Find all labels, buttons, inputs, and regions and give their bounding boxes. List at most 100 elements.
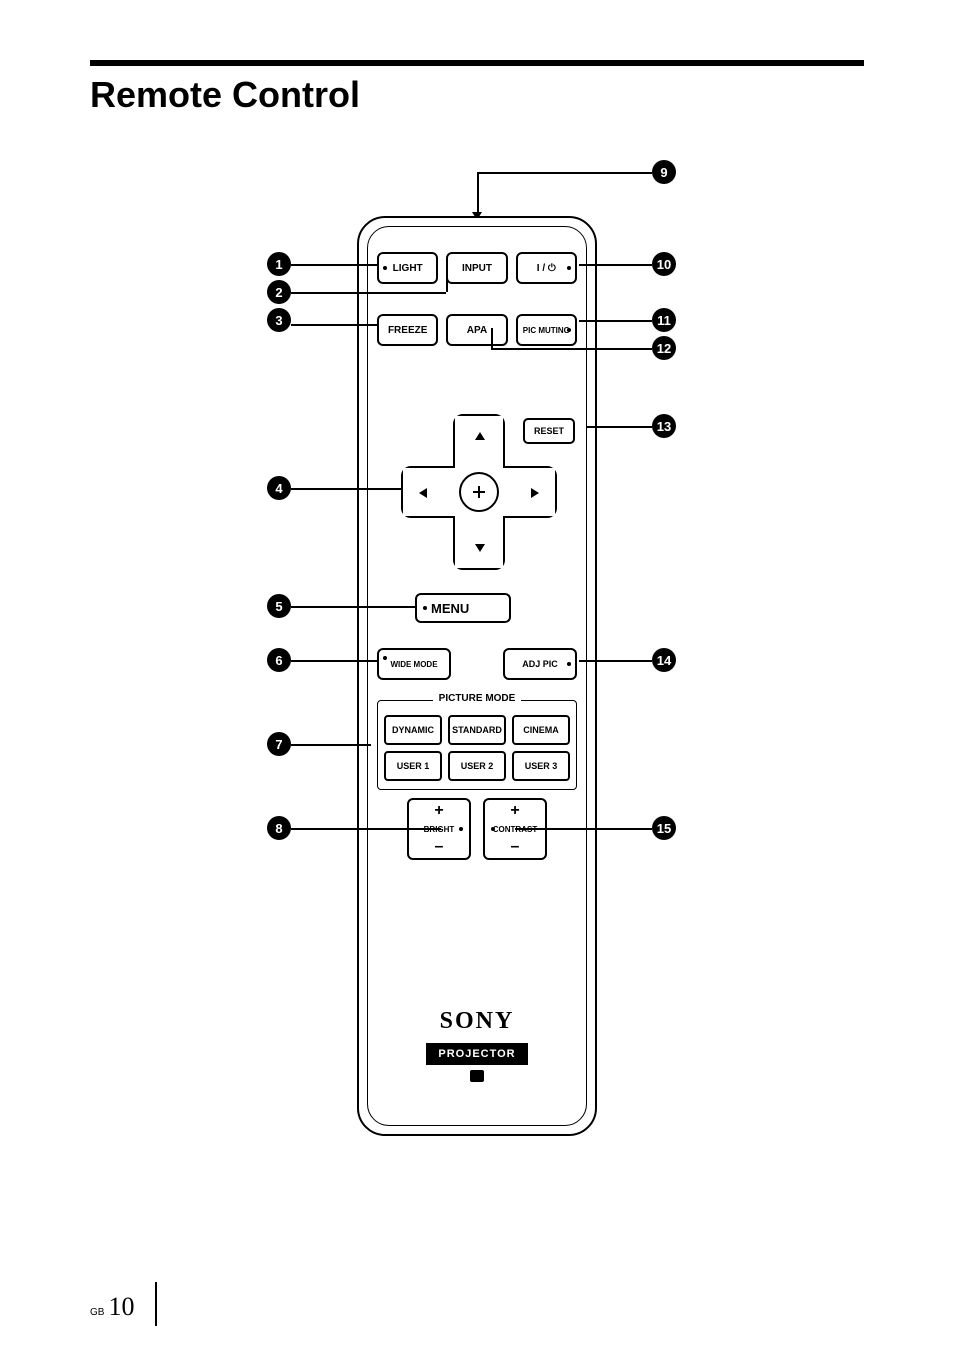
menu-label: MENU <box>431 601 469 616</box>
freeze-label: FREEZE <box>388 325 427 336</box>
menu-indicator-dot <box>423 606 427 610</box>
dpad-down-icon <box>475 544 485 552</box>
picture-mode-group: PICTURE MODE DYNAMIC STANDARD CINEMA USE… <box>377 700 577 790</box>
lead-3 <box>291 324 377 326</box>
lead-6 <box>291 660 377 662</box>
picture-mode-row-2: USER 1 USER 2 USER 3 <box>384 751 570 781</box>
lead-5 <box>291 606 417 608</box>
reset-button[interactable]: RESET <box>523 418 575 444</box>
callout-14: 14 <box>652 648 676 672</box>
footer-page-number: 10 <box>108 1292 134 1322</box>
ir-mark <box>359 1069 595 1087</box>
callout-7: 7 <box>267 732 291 756</box>
contrast-indicator-dot <box>491 827 495 831</box>
callout-2: 2 <box>267 280 291 304</box>
callout-11: 11 <box>652 308 676 332</box>
dpad-enter-button[interactable] <box>459 472 499 512</box>
freeze-button[interactable]: FREEZE <box>377 314 438 346</box>
user1-button[interactable]: USER 1 <box>384 751 442 781</box>
user3-label: USER 3 <box>525 761 558 771</box>
callout-9: 9 <box>652 160 676 184</box>
brand-block: SONY PROJECTOR <box>359 1008 595 1087</box>
callout-13: 13 <box>652 414 676 438</box>
remote-figure: LIGHT INPUT I / ⏻ FREEZE APA <box>147 156 807 1176</box>
lead-14 <box>579 660 652 662</box>
contrast-plus-icon: + <box>510 804 519 818</box>
adj-pic-button[interactable]: ADJ PIC <box>503 648 577 680</box>
dynamic-button[interactable]: DYNAMIC <box>384 715 442 745</box>
standard-label: STANDARD <box>452 725 502 735</box>
button-row-2: FREEZE APA PIC MUTING <box>377 314 577 346</box>
footer-divider <box>155 1282 157 1326</box>
adj-pic-label: ADJ PIC <box>522 659 558 669</box>
cinema-button[interactable]: CINEMA <box>512 715 570 745</box>
lead-13 <box>587 426 652 428</box>
contrast-minus-icon: – <box>511 840 520 854</box>
light-indicator-dot <box>383 266 387 270</box>
cinema-label: CINEMA <box>523 725 559 735</box>
picture-mode-row-1: DYNAMIC STANDARD CINEMA <box>384 715 570 745</box>
dpad-right-icon <box>531 488 539 498</box>
projector-badge: PROJECTOR <box>426 1043 527 1065</box>
row3-spacer <box>459 648 495 680</box>
page-footer: GB 10 <box>90 1292 134 1322</box>
lead-2 <box>291 292 446 294</box>
dpad-up-icon <box>475 432 485 440</box>
picture-mode-legend: PICTURE MODE <box>378 693 576 704</box>
lead-9-v <box>477 172 479 214</box>
lead-2v <box>446 266 448 292</box>
button-row-1: LIGHT INPUT I / ⏻ <box>377 252 577 284</box>
lead-8 <box>291 828 441 830</box>
apa-label: APA <box>467 325 487 336</box>
standard-button[interactable]: STANDARD <box>448 715 506 745</box>
bright-plus-icon: + <box>434 804 443 818</box>
power-label: I / ⏻ <box>537 263 556 274</box>
light-button[interactable]: LIGHT <box>377 252 438 284</box>
remote-body: LIGHT INPUT I / ⏻ FREEZE APA <box>357 216 597 1136</box>
wide-mode-button[interactable]: WIDE MODE <box>377 648 451 680</box>
callout-12: 12 <box>652 336 676 360</box>
button-row-3: WIDE MODE ADJ PIC <box>377 648 577 680</box>
page-title: Remote Control <box>90 74 864 116</box>
ir-icon <box>470 1070 484 1082</box>
picture-mode-label: PICTURE MODE <box>433 693 522 704</box>
adj-pic-indicator-dot <box>567 662 571 666</box>
user2-button[interactable]: USER 2 <box>448 751 506 781</box>
light-label: LIGHT <box>393 263 423 274</box>
lead-12 <box>491 348 652 350</box>
callout-8: 8 <box>267 816 291 840</box>
dpad-left-icon <box>419 488 427 498</box>
pic-muting-indicator-dot <box>567 328 571 332</box>
user3-button[interactable]: USER 3 <box>512 751 570 781</box>
lead-4 <box>291 488 401 490</box>
lead-11 <box>579 320 652 322</box>
power-button[interactable]: I / ⏻ <box>516 252 577 284</box>
lead-15 <box>515 828 652 830</box>
callout-15: 15 <box>652 816 676 840</box>
input-label: INPUT <box>462 263 492 274</box>
lead-12v <box>491 328 493 348</box>
menu-button[interactable]: MENU <box>415 593 511 623</box>
lead-7 <box>291 744 371 746</box>
bright-indicator-dot <box>459 827 463 831</box>
input-button[interactable]: INPUT <box>446 252 507 284</box>
callout-3: 3 <box>267 308 291 332</box>
lead-9-h <box>477 172 652 174</box>
bright-minus-icon: – <box>435 840 444 854</box>
pic-muting-button[interactable]: PIC MUTING <box>516 314 577 346</box>
lead-1 <box>291 264 377 266</box>
lead-10 <box>579 264 652 266</box>
callout-4: 4 <box>267 476 291 500</box>
dynamic-label: DYNAMIC <box>392 725 434 735</box>
heading-rule <box>90 60 864 66</box>
callout-5: 5 <box>267 594 291 618</box>
user1-label: USER 1 <box>397 761 430 771</box>
power-indicator-dot <box>567 266 571 270</box>
user2-label: USER 2 <box>461 761 494 771</box>
wide-mode-label: WIDE MODE <box>390 660 437 669</box>
callout-10: 10 <box>652 252 676 276</box>
apa-button[interactable]: APA <box>446 314 507 346</box>
brand-logo: SONY <box>359 1008 595 1035</box>
footer-prefix: GB <box>90 1307 104 1318</box>
wide-mode-indicator-dot <box>383 656 387 660</box>
